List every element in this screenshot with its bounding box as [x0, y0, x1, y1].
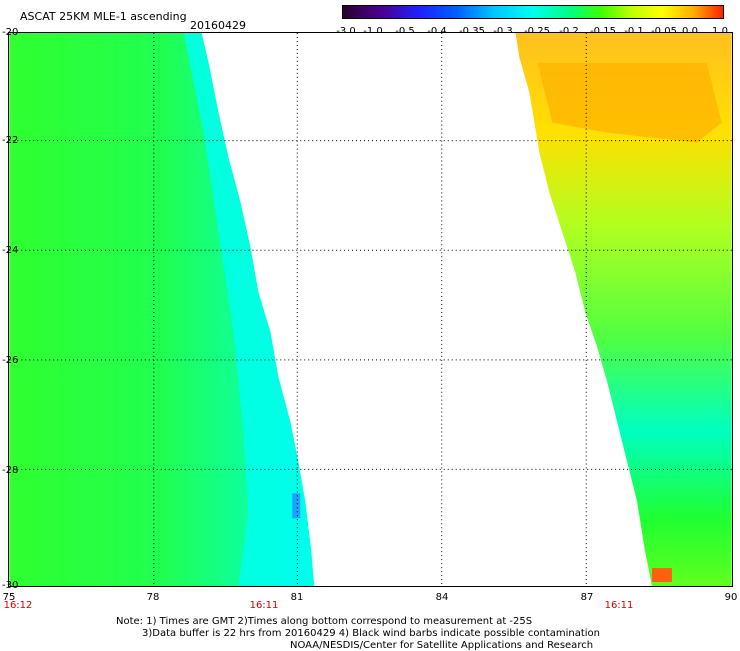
- colorbar-label: -0.35: [459, 26, 485, 37]
- x-tick-label: 87: [580, 592, 594, 603]
- colorbar-label: -0.2: [559, 26, 579, 37]
- x-tick-label: 78: [146, 592, 160, 603]
- y-tick-label: -28: [2, 465, 19, 476]
- x-tick-label: 81: [290, 592, 304, 603]
- colorbar-label: 1.0: [712, 26, 728, 37]
- graticule: [9, 33, 732, 586]
- y-tick-label: -20: [2, 27, 19, 38]
- right-swath-orange-patch: [537, 62, 722, 143]
- left-swath: [9, 33, 315, 586]
- colorbar: [342, 5, 724, 19]
- colorbar-label: -0.3: [493, 26, 513, 37]
- left-swath-blue-patch: [292, 493, 301, 519]
- y-tick-label: -30: [2, 580, 19, 591]
- colorbar-label: -3.0: [336, 26, 356, 37]
- time-label: 16:11: [249, 600, 279, 611]
- y-tick-label: -26: [2, 355, 19, 366]
- swath-layer: [9, 33, 732, 586]
- map-area: [8, 32, 733, 587]
- footnote-line: 3)Data buffer is 22 hrs from 20160429 4)…: [142, 628, 600, 639]
- right-swath: [515, 33, 732, 586]
- left-swath-cyan-edge: [183, 33, 315, 586]
- y-tick-label: -22: [2, 135, 19, 146]
- time-label: 16:12: [3, 600, 33, 611]
- x-tick-label: 90: [724, 592, 738, 603]
- right-swath-red-patch: [651, 568, 672, 583]
- colorbar-label: 0.0: [682, 26, 698, 37]
- chart-date: 20160429: [190, 19, 246, 32]
- colorbar-label: -0.05: [651, 26, 677, 37]
- colorbar-label: -0.5: [395, 26, 415, 37]
- colorbar-label: -0.15: [590, 26, 616, 37]
- x-tick-label: 75: [2, 592, 16, 603]
- y-tick-label: -24: [2, 245, 19, 256]
- colorbar-label: -0.1: [624, 26, 644, 37]
- time-label: 16:11: [604, 600, 634, 611]
- chart-title: ASCAT 25KM MLE-1 ascending: [20, 10, 187, 23]
- footnote-credit: NOAA/NESDIS/Center for Satellite Applica…: [290, 640, 594, 651]
- footnote-line: Note: 1) Times are GMT 2)Times along bot…: [116, 616, 533, 627]
- colorbar-label: -1.0: [363, 26, 383, 37]
- x-tick-label: 84: [435, 592, 449, 603]
- colorbar-label: -0.25: [524, 26, 550, 37]
- colorbar-label: -0.4: [427, 26, 447, 37]
